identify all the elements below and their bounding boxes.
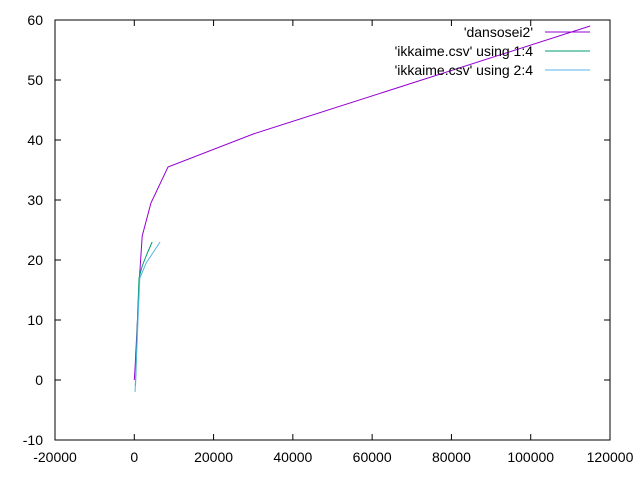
y-tick-label: 20	[27, 252, 43, 268]
x-tick-label: 20000	[194, 449, 233, 465]
series-line-3	[134, 241, 161, 393]
series-layer	[133, 25, 591, 393]
legend-label: 'ikkaime.csv' using 2:4	[395, 62, 534, 78]
plot-frame	[54, 19, 611, 441]
y-tick-label: 60	[27, 12, 43, 28]
legend-label: 'ikkaime.csv' using 1:4	[395, 43, 534, 59]
y-tick-label: 40	[27, 132, 43, 148]
x-tick-label: 40000	[273, 449, 312, 465]
legend: 'dansosei2' 'ikkaime.csv' using 1:4 'ikkai…	[395, 24, 590, 78]
x-tick-label: 60000	[353, 449, 392, 465]
x-tick-label: 120000	[587, 449, 634, 465]
series-line-1	[133, 25, 591, 381]
axis-tick-labels: -20000 0 20000 40000 60000 80000 100000 120000 -…	[23, 12, 634, 465]
x-tick-label: 0	[130, 449, 138, 465]
x-tick-label: 80000	[432, 449, 471, 465]
y-tick-label: 0	[35, 372, 43, 388]
legend-label: 'dansosei2'	[464, 24, 533, 40]
y-tick-label: -10	[23, 432, 43, 448]
x-tick-label: 100000	[507, 449, 554, 465]
y-tick-label: 10	[27, 312, 43, 328]
y-tick-label: 50	[27, 72, 43, 88]
y-tick-label: 30	[27, 192, 43, 208]
x-tick-label: -20000	[33, 449, 77, 465]
